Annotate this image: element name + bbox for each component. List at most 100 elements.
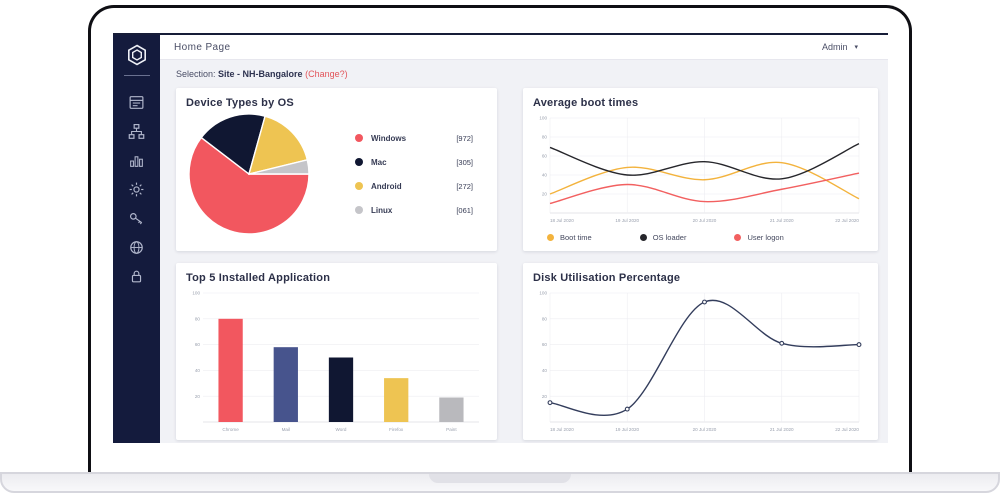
legend-label: Boot time bbox=[560, 233, 592, 242]
settings-gear-icon bbox=[129, 182, 144, 197]
legend-item-boot-time[interactable]: Boot time bbox=[547, 233, 592, 242]
lock-icon bbox=[131, 270, 142, 283]
page-title: Home Page bbox=[174, 41, 231, 53]
selection-prefix: Selection: bbox=[176, 69, 216, 79]
svg-text:40: 40 bbox=[542, 173, 548, 178]
disk-utilisation-line-chart: 20 40 60 80 100 18 Jul 2020 19 Jul 2020 20 Jul … bbox=[539, 291, 862, 432]
card-title: Average boot times bbox=[533, 97, 639, 109]
svg-text:18 Jul 2020: 18 Jul 2020 bbox=[550, 218, 574, 223]
svg-text:100: 100 bbox=[192, 291, 200, 296]
legend-item-windows[interactable]: Windows [972] bbox=[355, 134, 473, 143]
cards-grid: Device Types by OS Windows [972] Mac [305] A… bbox=[176, 88, 888, 440]
legend-dot bbox=[355, 206, 363, 214]
legend-count: [272] bbox=[456, 181, 473, 191]
svg-text:60: 60 bbox=[542, 342, 548, 347]
legend-dot bbox=[355, 134, 363, 142]
legend-dot bbox=[734, 234, 742, 241]
legend-label: Mac bbox=[371, 157, 387, 167]
svg-text:20 Jul 2020: 20 Jul 2020 bbox=[693, 427, 717, 432]
legend-label: Windows bbox=[371, 133, 407, 143]
legend-dot bbox=[355, 158, 363, 166]
card-disk-utilisation: Disk Utilisation Percentage 20 40 60 80 100 1… bbox=[523, 263, 878, 440]
sidebar-item-security[interactable] bbox=[128, 268, 145, 285]
svg-text:Firefox: Firefox bbox=[389, 427, 404, 432]
pie-chart-body: Windows [972] Mac [305] Android [272] Linux [06… bbox=[186, 112, 487, 236]
key-icon bbox=[129, 213, 143, 225]
chevron-down-icon: ▾ bbox=[854, 44, 858, 51]
card-top-apps: Top 5 Installed Application 20 40 60 80 100 C… bbox=[176, 263, 497, 440]
legend-count: [061] bbox=[456, 205, 473, 215]
sidebar bbox=[113, 35, 160, 443]
admin-label: Admin bbox=[821, 42, 848, 52]
card-title: Device Types by OS bbox=[186, 97, 294, 109]
svg-text:Word: Word bbox=[336, 427, 347, 432]
sidebar-item-settings[interactable] bbox=[128, 181, 145, 198]
admin-menu[interactable]: Admin ▾ bbox=[822, 42, 858, 52]
sidebar-item-access[interactable] bbox=[128, 210, 145, 227]
card-device-types: Device Types by OS Windows [972] Mac [305] A… bbox=[176, 88, 497, 251]
sidebar-item-sites[interactable] bbox=[128, 123, 145, 140]
legend-label: Android bbox=[371, 181, 402, 191]
svg-text:80: 80 bbox=[542, 316, 548, 321]
site-selection: Selection: Site - NH-Bangalore (Change?) bbox=[176, 69, 888, 79]
legend-label: User logon bbox=[747, 233, 784, 242]
legend-item-os-loader[interactable]: OS loader bbox=[639, 233, 686, 242]
change-site-link[interactable]: (Change?) bbox=[305, 69, 348, 79]
legend-label: Linux bbox=[371, 205, 393, 215]
legend-item-linux[interactable]: Linux [061] bbox=[355, 206, 473, 215]
card-title: Top 5 Installed Application bbox=[186, 272, 331, 284]
main-area: Home Page Admin ▾ Selection: Site - NH-B… bbox=[160, 35, 888, 443]
svg-text:21 Jul 2020: 21 Jul 2020 bbox=[770, 218, 794, 223]
svg-text:20: 20 bbox=[542, 192, 548, 197]
top-apps-bar-chart: 20 40 60 80 100 Chrome Mail Word Firefox Paint bbox=[192, 291, 479, 432]
topbar: Home Page Admin ▾ bbox=[160, 35, 888, 60]
laptop-base bbox=[0, 472, 1000, 493]
svg-text:Chrome: Chrome bbox=[222, 427, 239, 432]
svg-text:21 Jul 2020: 21 Jul 2020 bbox=[770, 427, 794, 432]
sidebar-divider bbox=[123, 75, 150, 76]
device-types-pie-chart bbox=[188, 113, 310, 235]
svg-text:60: 60 bbox=[195, 342, 201, 347]
hexagon-logo[interactable] bbox=[126, 44, 148, 66]
legend-item-user-logon[interactable]: User logon bbox=[734, 233, 784, 242]
svg-text:19 Jul 2020: 19 Jul 2020 bbox=[615, 218, 639, 223]
svg-text:20: 20 bbox=[195, 394, 201, 399]
dashboard-app: Home Page Admin ▾ Selection: Site - NH-B… bbox=[113, 33, 888, 443]
legend-dot bbox=[639, 234, 647, 241]
svg-text:40: 40 bbox=[195, 368, 201, 373]
boot-times-line-chart: 20 40 60 80 100 18 Jul 2020 19 Jul 2020 20 Jul … bbox=[539, 116, 859, 223]
dashboard-icon bbox=[129, 96, 144, 109]
sidebar-item-dashboard[interactable] bbox=[128, 94, 145, 111]
legend-item-mac[interactable]: Mac [305] bbox=[355, 158, 473, 167]
svg-text:100: 100 bbox=[539, 116, 547, 121]
pie-legend: Windows [972] Mac [305] Android [272] Linux [06… bbox=[355, 119, 473, 230]
laptop-screen-bezel: Home Page Admin ▾ Selection: Site - NH-B… bbox=[88, 5, 912, 472]
boot-times-legend: Boot time OS loader User logon bbox=[533, 233, 868, 242]
svg-text:80: 80 bbox=[542, 135, 548, 140]
svg-text:22 Jul 2020: 22 Jul 2020 bbox=[835, 218, 859, 223]
svg-text:20: 20 bbox=[542, 394, 548, 399]
selection-site-value: Site - NH-Bangalore bbox=[218, 69, 303, 79]
legend-item-android[interactable]: Android [272] bbox=[355, 182, 473, 191]
svg-text:80: 80 bbox=[195, 316, 201, 321]
svg-text:60: 60 bbox=[542, 154, 548, 159]
legend-dot bbox=[547, 234, 554, 241]
svg-text:Paint: Paint bbox=[446, 427, 457, 432]
svg-text:19 Jul 2020: 19 Jul 2020 bbox=[615, 427, 639, 432]
laptop-trackpad-notch bbox=[429, 474, 571, 483]
card-boot-times: Average boot times 20 40 60 80 100 18 Jul 202… bbox=[523, 88, 878, 251]
content-area: Selection: Site - NH-Bangalore (Change?)… bbox=[160, 60, 888, 443]
svg-text:22 Jul 2020: 22 Jul 2020 bbox=[835, 427, 859, 432]
bar-chart-icon bbox=[130, 156, 143, 167]
sidebar-item-network[interactable] bbox=[128, 239, 145, 256]
svg-text:20 Jul 2020: 20 Jul 2020 bbox=[693, 218, 717, 223]
legend-count: [972] bbox=[456, 133, 473, 143]
sidebar-item-reports[interactable] bbox=[128, 152, 145, 169]
globe-settings-icon bbox=[130, 241, 143, 254]
card-title: Disk Utilisation Percentage bbox=[533, 272, 681, 284]
svg-text:100: 100 bbox=[539, 291, 547, 296]
svg-text:18 Jul 2020: 18 Jul 2020 bbox=[550, 427, 574, 432]
svg-text:40: 40 bbox=[542, 368, 548, 373]
svg-text:Mail: Mail bbox=[282, 427, 290, 432]
